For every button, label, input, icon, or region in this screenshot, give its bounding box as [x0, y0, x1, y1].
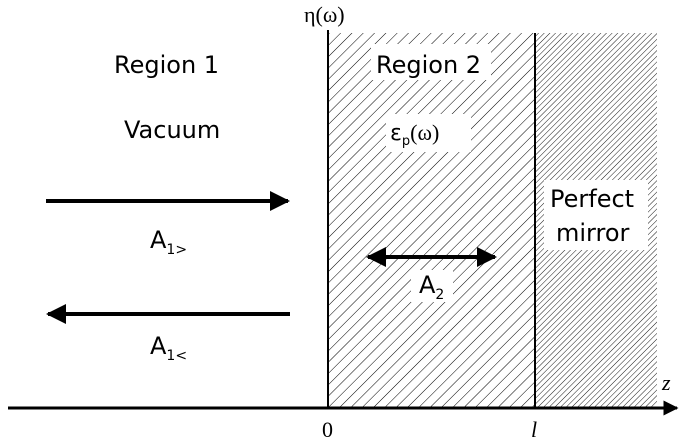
a1-left-label: A1< — [150, 332, 187, 364]
mirror-label-line2: mirror — [556, 219, 630, 247]
origin-tick-label: 0 — [322, 417, 333, 440]
mirror-label-line1: Perfect — [550, 185, 634, 213]
region2-title: Region 2 — [376, 51, 481, 79]
region1-medium: Vacuum — [124, 116, 220, 144]
a2-label: A2 — [419, 271, 444, 303]
region1-title: Region 1 — [114, 51, 219, 79]
mirror-label-bg — [544, 180, 648, 250]
permittivity-label: εp(ω) — [390, 120, 439, 149]
a2-label-bg — [411, 270, 453, 302]
z-axis-label: z — [661, 370, 671, 395]
eta-axis-label: η(ω) — [304, 2, 345, 27]
region2-title-bg — [371, 44, 491, 80]
l-tick-label: l — [531, 417, 537, 440]
a1-right-label: A1> — [150, 226, 187, 258]
region2-slab — [328, 33, 535, 407]
permittivity-bg — [386, 114, 471, 152]
